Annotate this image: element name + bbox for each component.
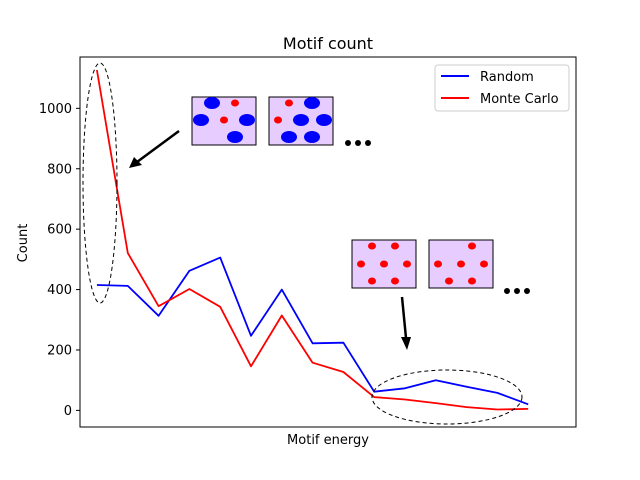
tail-highlight-ellipse — [371, 369, 523, 425]
y-axis-label: Count — [16, 224, 31, 263]
x-axis-label: Motif energy — [287, 433, 369, 448]
plot-frame — [79, 56, 577, 428]
y-axis-ticks: 0 200 400 600 800 1000 — [39, 102, 80, 419]
arrow-to-tail — [400, 296, 411, 350]
ellipsis-top — [345, 140, 371, 146]
arrow-to-peak — [129, 129, 180, 168]
motif-panel-top-1 — [191, 96, 257, 146]
ellipsis-bottom — [504, 288, 530, 294]
peak-highlight-ellipse — [82, 62, 118, 304]
legend: Random Monte Carlo — [434, 64, 570, 112]
y-tick-label: 600 — [47, 223, 72, 238]
chart-title: Motif count — [283, 34, 373, 53]
motif-panel-bottom-1 — [351, 239, 417, 289]
legend-label-monte-carlo: Monte Carlo — [480, 92, 559, 107]
motif-panel-bottom-2 — [428, 239, 494, 289]
motif-panel-top-2 — [268, 96, 334, 146]
y-tick-label: 200 — [47, 343, 72, 358]
y-tick-label: 400 — [47, 283, 72, 298]
y-tick-label: 0 — [64, 404, 72, 419]
y-tick-label: 800 — [47, 162, 72, 177]
legend-label-random: Random — [480, 70, 534, 85]
y-tick-label: 1000 — [39, 102, 72, 117]
series-lines — [96, 69, 529, 411]
